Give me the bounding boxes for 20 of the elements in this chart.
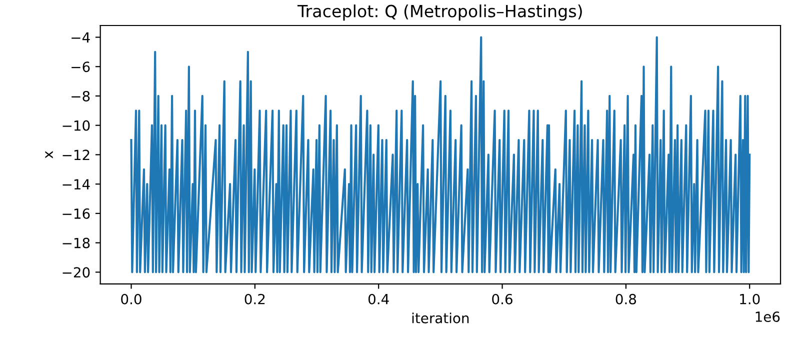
x-tick-label: 1.0: [740, 294, 760, 304]
y-tick-label: −10: [62, 120, 90, 131]
y-tick-label: −18: [62, 238, 90, 248]
x-axis-title: iteration: [412, 312, 469, 324]
y-tick-label: −6: [72, 62, 90, 72]
x-tick-label: 0.6: [492, 294, 512, 304]
y-tick-label: −8: [72, 90, 90, 102]
x-tick-label: 0.8: [616, 294, 636, 304]
text: 1e6: [756, 312, 780, 322]
y-tick-label: −12: [62, 150, 90, 160]
x-tick-label: 0.2: [244, 294, 265, 304]
y-tick-label: −14: [62, 179, 90, 190]
x-tick-label: 0.4: [368, 294, 389, 304]
y-tick-label: −4: [72, 32, 90, 43]
y-tick-label: −16: [62, 208, 90, 219]
y-tick-label: −20: [62, 267, 90, 278]
chart-title: Traceplot: Q (Metropolis–Hastings): [297, 4, 582, 21]
x-tick-label: 0.0: [121, 294, 142, 304]
line-series: [130, 36, 751, 274]
y-axis-title: x: [45, 151, 53, 158]
